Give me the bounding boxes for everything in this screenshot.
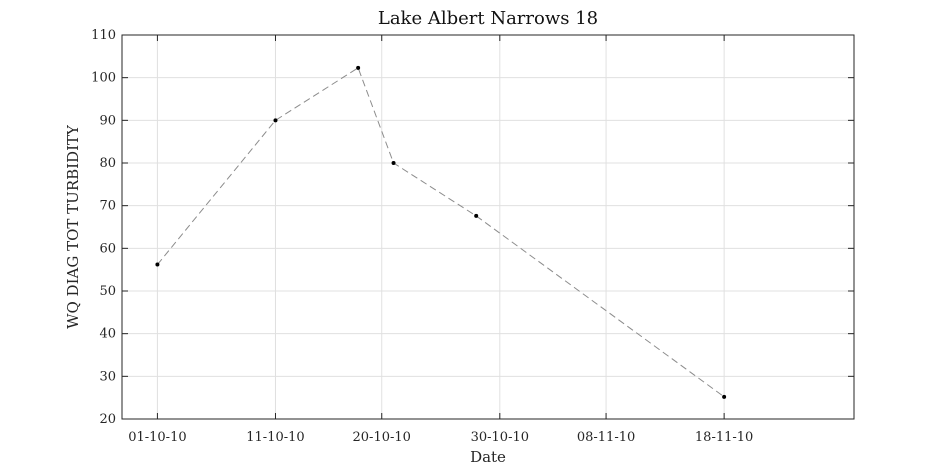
y-tick-label: 40 [99,327,116,342]
axis-ticks: 20 30 40 50 60 70 80 90 100 110 01-10-10 11-10-10 20… [91,28,854,445]
data-point [273,118,278,123]
y-tick-label: 100 [91,71,116,86]
data-point [155,262,160,267]
grid-lines [122,34,854,420]
data-point [391,161,396,165]
data-point [722,394,727,399]
x-tick-label: 30-10-10 [471,430,529,445]
x-axis-title: Date [470,448,506,466]
y-tick-label: 60 [99,241,116,256]
y-tick-label: 90 [99,113,116,128]
x-tick-label: 01-10-10 [128,430,186,445]
x-tick-label: 11-10-10 [246,430,304,445]
x-tick-label: 20-10-10 [353,430,411,445]
data-series [155,65,727,399]
y-tick-label: 70 [99,199,116,214]
series-line [157,67,725,398]
y-tick-label: 20 [99,412,116,427]
y-tick-label: 30 [99,369,116,384]
y-tick-label: 110 [91,28,116,43]
x-tick-label: 08-11-10 [577,430,635,445]
y-axis-title: WQ DIAG TOT TURBIDITY [64,124,82,329]
x-tick-label: 18-11-10 [695,430,753,445]
chart-title: Lake Albert Narrows 18 [378,8,598,29]
data-point [474,213,479,218]
data-point [356,65,361,70]
y-tick-label: 50 [99,284,116,299]
y-tick-label: 80 [99,156,116,171]
plot-area-frame [121,34,855,420]
